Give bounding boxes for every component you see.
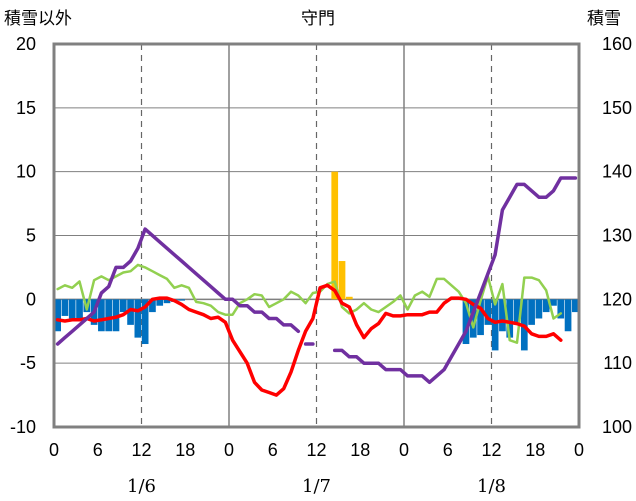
left-tick-label: 15 <box>16 98 36 118</box>
bar <box>127 299 134 325</box>
bar <box>469 299 477 338</box>
bar <box>338 261 346 300</box>
date-label: 1/8 <box>477 476 506 497</box>
series-line <box>56 263 563 344</box>
bar <box>564 299 572 332</box>
x-tick-label: 6 <box>93 440 103 460</box>
bar <box>484 299 492 325</box>
x-tick-label: 0 <box>224 440 234 460</box>
right-tick-label: 100 <box>602 417 632 437</box>
bar <box>112 299 120 332</box>
plot-frame <box>52 42 581 429</box>
bar <box>54 299 61 332</box>
bar <box>506 299 514 338</box>
bar <box>156 299 164 306</box>
bar <box>528 299 535 325</box>
x-tick-label: 0 <box>574 440 584 460</box>
bar <box>178 299 185 301</box>
left-tick-label: 0 <box>26 289 36 309</box>
bar <box>477 299 484 336</box>
bar <box>76 299 83 319</box>
bar <box>535 299 543 319</box>
bar <box>163 299 171 304</box>
x-tick-label: 6 <box>443 440 453 460</box>
bar <box>345 296 353 300</box>
bar <box>491 299 499 351</box>
x-tick-label: 18 <box>175 440 195 460</box>
bar <box>331 171 339 300</box>
line-series <box>55 176 578 397</box>
x-tick-label: 12 <box>131 440 151 460</box>
bar <box>134 299 142 338</box>
bar <box>141 299 149 345</box>
bar <box>550 299 557 306</box>
left-tick-label: 10 <box>16 162 36 182</box>
right-tick-label: 160 <box>602 34 632 54</box>
bar <box>542 299 550 313</box>
right-tick-label: 140 <box>602 162 632 182</box>
chart-title: 守門 <box>301 9 335 29</box>
right-tick-label: 130 <box>602 226 632 246</box>
bar <box>513 299 521 325</box>
x-tick-label: 6 <box>268 440 278 460</box>
date-label: 1/6 <box>127 476 156 497</box>
bar <box>462 299 470 345</box>
right-tick-label: 150 <box>602 98 632 118</box>
left-tick-label: -5 <box>20 353 36 373</box>
bar <box>572 299 579 313</box>
bar <box>557 299 565 319</box>
bar <box>499 299 506 332</box>
left-axis-label: 積雪以外 <box>4 9 72 29</box>
bar-series <box>54 171 579 351</box>
right-tick-label: 110 <box>603 353 632 373</box>
x-tick-label: 12 <box>306 440 326 460</box>
date-label: 1/7 <box>302 476 331 497</box>
left-tick-label: 5 <box>26 226 36 246</box>
x-tick-label: 18 <box>525 440 545 460</box>
left-tick-label: 20 <box>16 34 36 54</box>
series-line <box>55 227 301 346</box>
grid-lines <box>54 44 579 427</box>
bar <box>119 299 127 313</box>
left-tick-label: -10 <box>10 417 36 437</box>
bar <box>61 299 69 316</box>
bar <box>105 299 113 332</box>
x-tick-label: 0 <box>49 440 59 460</box>
right-axis-label: 積雪 <box>587 9 621 29</box>
bar <box>68 299 76 319</box>
bar <box>149 299 156 313</box>
series-line <box>332 176 578 385</box>
right-tick-label: 120 <box>602 289 632 309</box>
x-tick-label: 12 <box>481 440 501 460</box>
bar <box>98 299 105 332</box>
x-tick-label: 18 <box>350 440 370 460</box>
x-tick-label: 0 <box>399 440 409 460</box>
